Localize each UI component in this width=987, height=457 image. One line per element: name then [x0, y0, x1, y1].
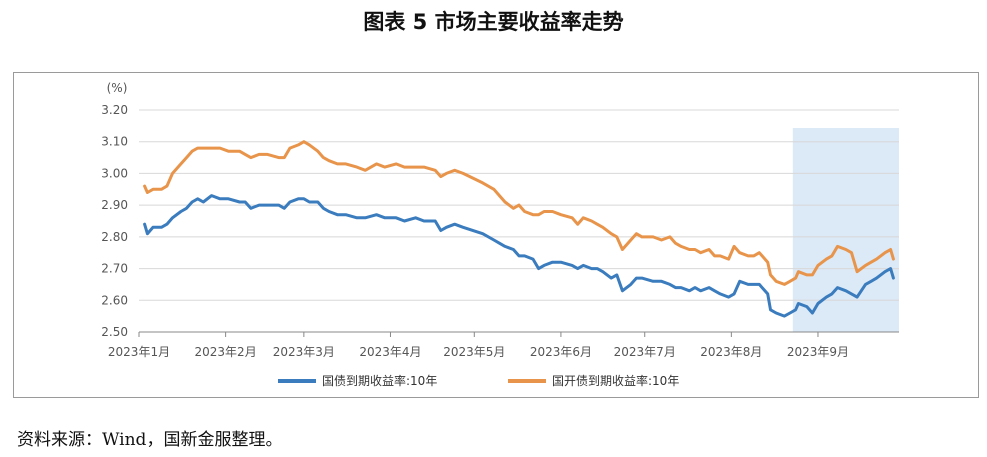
x-tick-label: 2023年4月 [359, 345, 421, 359]
highlight-band [792, 128, 899, 332]
legend-label: 国开债到期收益率:10年 [552, 373, 679, 388]
x-tick-label: 2023年9月 [787, 345, 849, 359]
x-tick-label: 2023年7月 [614, 345, 676, 359]
y-tick-label: 3.20 [101, 103, 128, 117]
x-tick-label: 2023年6月 [530, 345, 592, 359]
x-tick-label: 2023年8月 [700, 345, 762, 359]
x-tick-label: 2023年2月 [195, 345, 257, 359]
y-tick-label: 2.90 [101, 198, 128, 212]
y-unit-label: (%) [107, 81, 128, 95]
y-tick-label: 2.80 [101, 230, 128, 244]
y-tick-label: 3.10 [101, 135, 128, 149]
legend-guokai: 国开债到期收益率:10年 [508, 373, 679, 388]
x-tick-label: 2023年1月 [108, 345, 170, 359]
y-tick-label: 2.70 [101, 262, 128, 276]
y-tick-label: 2.50 [101, 325, 128, 339]
source-note: 资料来源：Wind，国新金服整理。 [17, 430, 283, 450]
y-tick-label: 3.00 [101, 166, 128, 180]
chart-title: 图表 5 市场主要收益率走势 [363, 10, 624, 34]
y-tick-label: 2.60 [101, 293, 128, 307]
guozhai-series-line [143, 194, 895, 318]
chart-frame [13, 72, 979, 398]
legend-guozhai: 国债到期收益率:10年 [278, 373, 437, 388]
x-tick-label: 2023年5月 [443, 345, 505, 359]
x-tick-label: 2023年3月 [273, 345, 335, 359]
legend-label: 国债到期收益率:10年 [322, 373, 437, 388]
guokai-series-line [143, 140, 895, 286]
